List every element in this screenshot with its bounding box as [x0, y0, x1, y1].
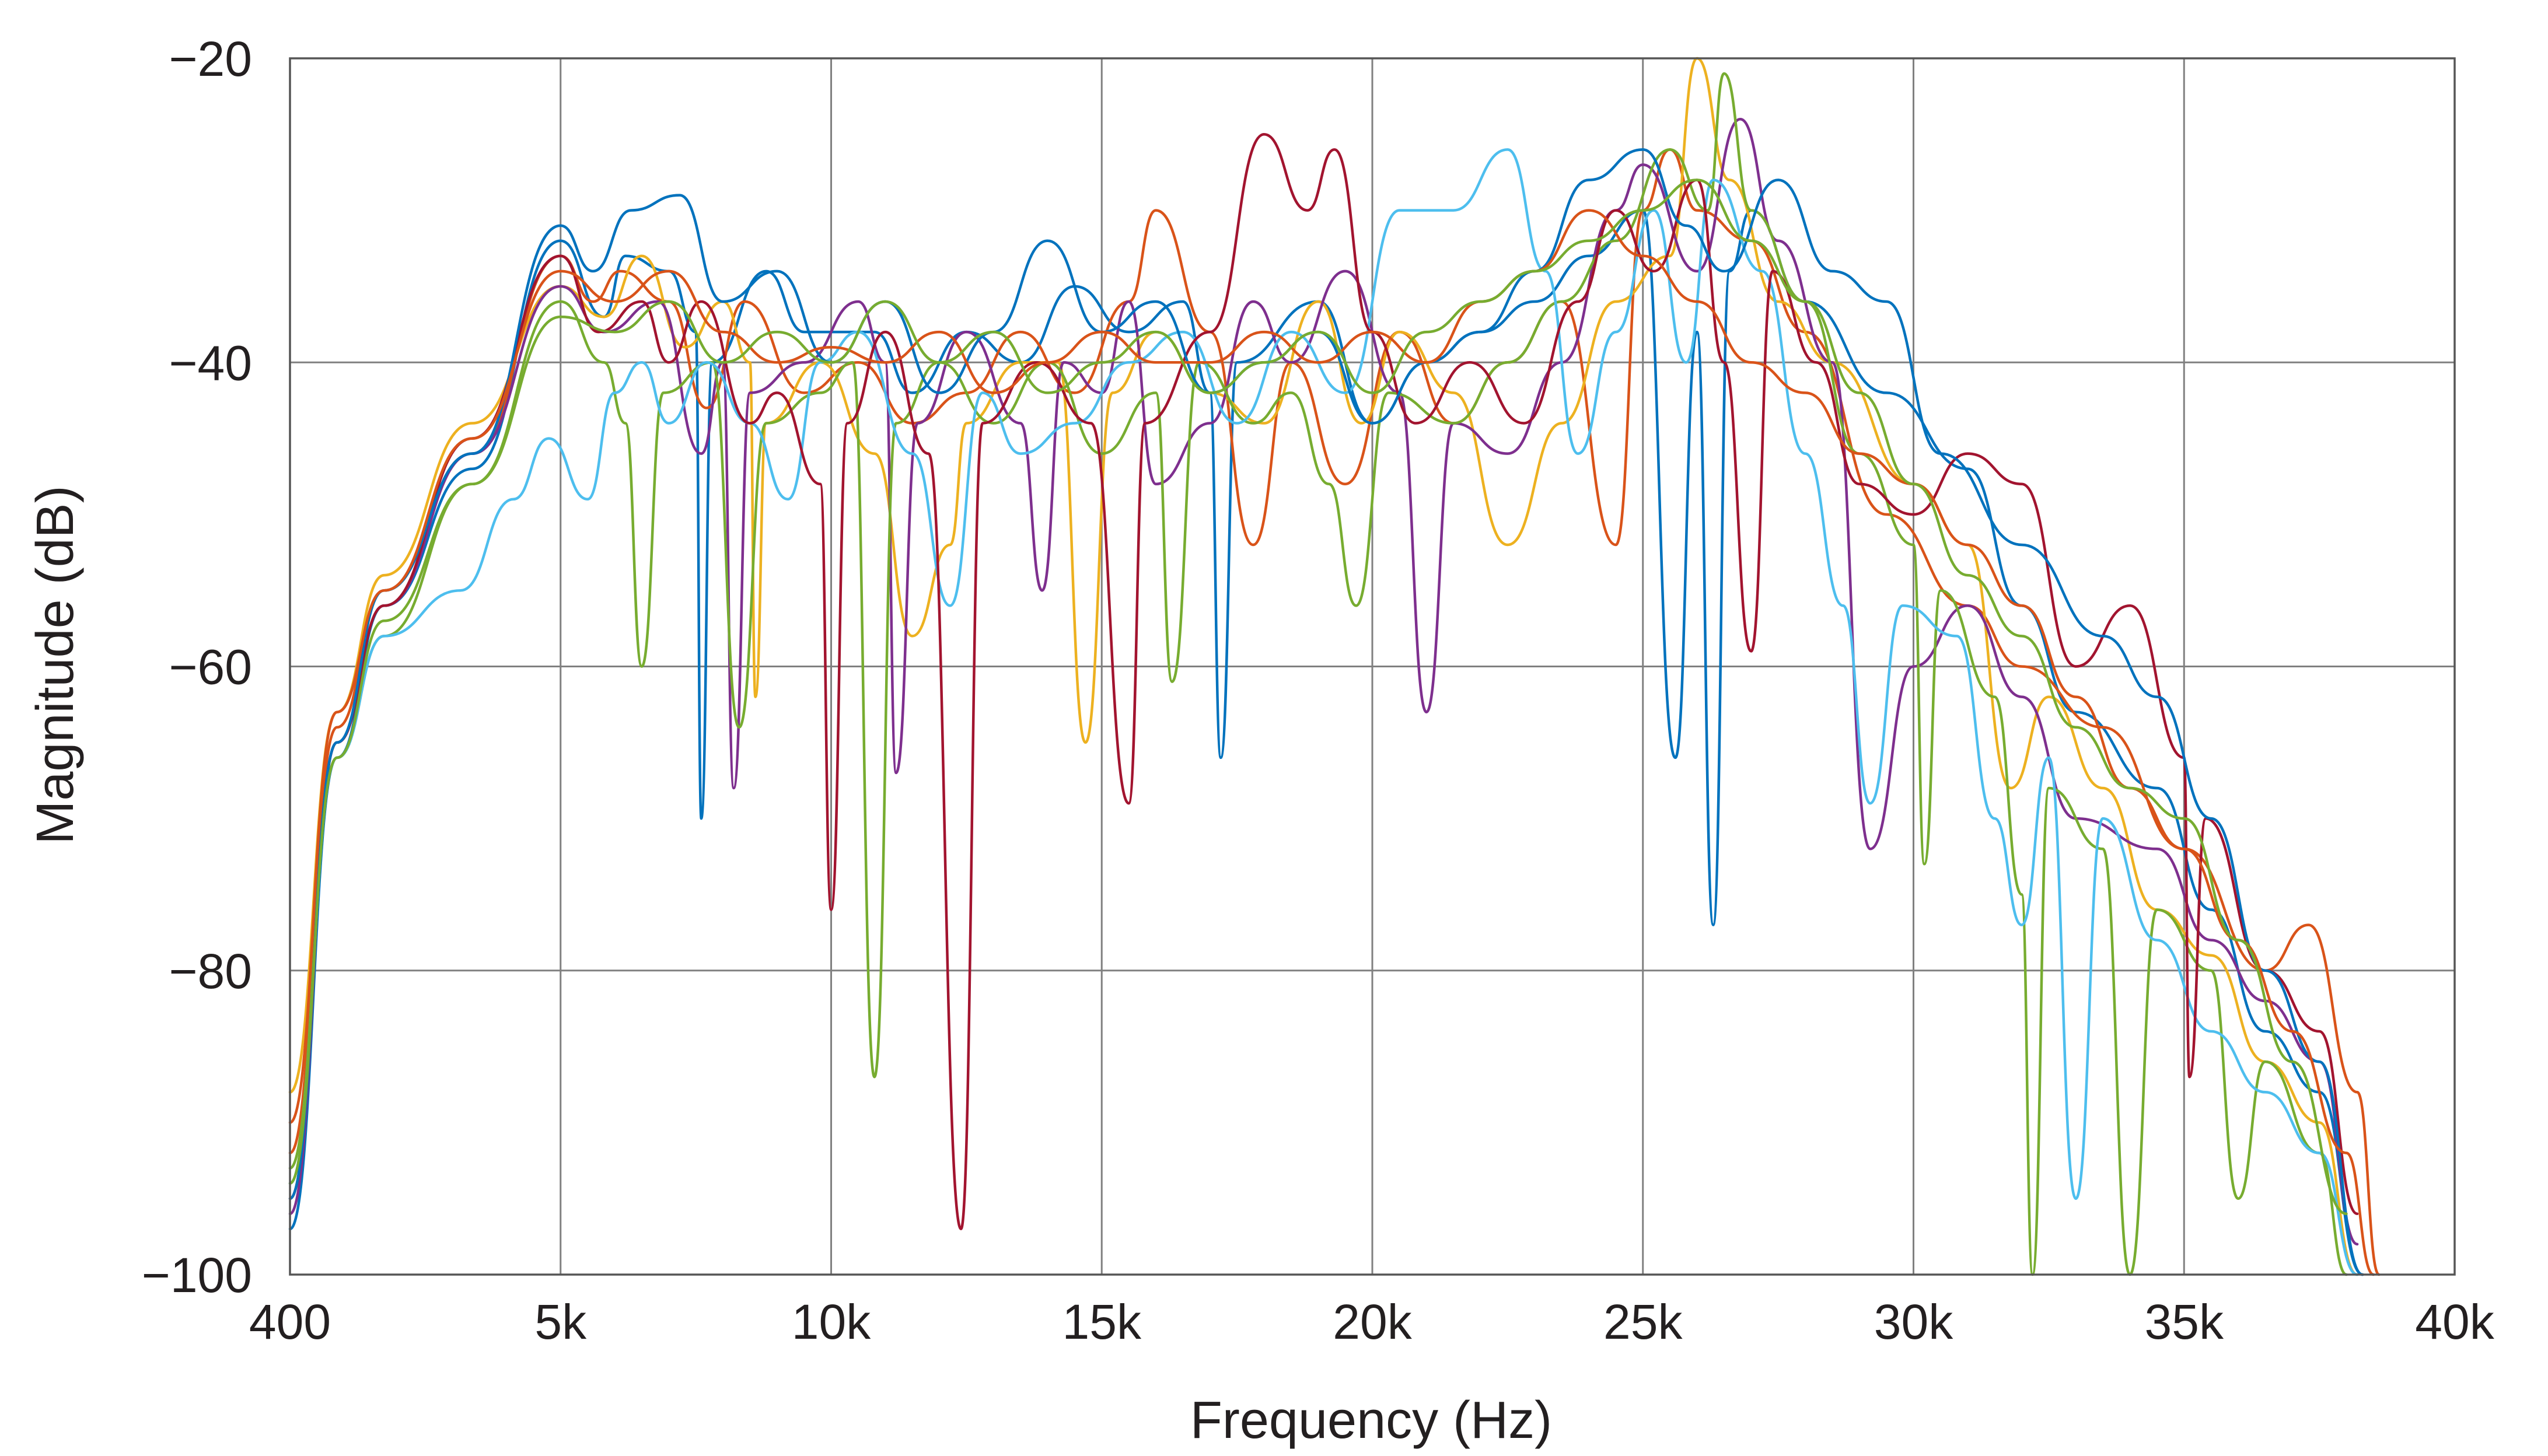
series-line-7	[288, 133, 2359, 1231]
series-line-2	[288, 148, 2381, 1276]
y-tick-label: −20	[169, 32, 253, 86]
x-tick-label: 15k	[1062, 1294, 1142, 1349]
y-axis-title: Magnitude (dB)	[26, 485, 85, 844]
series-line-9	[288, 209, 2375, 1276]
x-axis-title: Frequency (Hz)	[1190, 1391, 1552, 1450]
y-tick-label: −60	[169, 640, 253, 695]
y-tick-labels: −20 −40 −60 −80 −100	[142, 32, 252, 1303]
x-tick-labels: 400 5k 10k 15k 20k 25k 30k 35k 40k	[249, 1294, 2495, 1349]
series-line-6	[288, 148, 2359, 1276]
x-tick-label: 5k	[534, 1294, 587, 1349]
y-tick-label: −40	[169, 335, 253, 390]
series-line-1	[288, 209, 2364, 1276]
y-tick-label: −80	[169, 944, 253, 999]
series-line-4	[288, 118, 2359, 1246]
series-line-5	[288, 72, 2348, 1276]
plot-area-border	[289, 57, 2456, 1276]
series-lines	[288, 57, 2381, 1276]
x-tick-label: 40k	[2415, 1294, 2494, 1349]
x-tick-label: 25k	[1603, 1294, 1683, 1349]
x-tick-label: 35k	[2145, 1294, 2224, 1349]
x-tick-label: 30k	[1874, 1294, 1953, 1349]
series-line-10	[288, 178, 2348, 1216]
y-tick-label: −100	[142, 1248, 252, 1303]
x-tick-label: 20k	[1333, 1294, 1412, 1349]
x-tick-label: 10k	[792, 1294, 871, 1349]
plot-frame	[289, 57, 2456, 1276]
series-line-8	[288, 148, 2364, 1276]
x-tick-label: 400	[249, 1294, 331, 1349]
